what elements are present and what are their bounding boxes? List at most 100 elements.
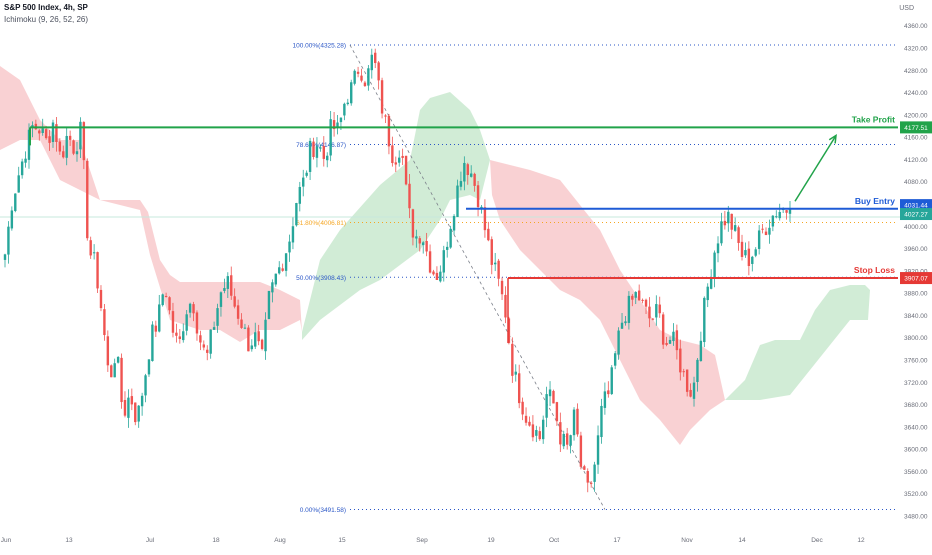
x-tick-label: 12 (857, 537, 865, 544)
candle-body (720, 221, 723, 244)
currency-label: USD (899, 5, 914, 12)
indicator-legend: Ichimoku (9, 26, 52, 26) (4, 15, 89, 24)
candle-body (250, 345, 254, 350)
candle-body (298, 186, 302, 204)
candle-body (768, 227, 771, 235)
candle-body (380, 80, 384, 114)
candle-body (562, 433, 565, 447)
take-profit-flag-bg (900, 121, 932, 134)
candle-body (603, 391, 607, 408)
x-tick-label: 15 (338, 537, 346, 544)
candle-body (696, 359, 699, 382)
y-tick-label: 4080.00 (904, 179, 928, 186)
candle-body (480, 206, 483, 209)
candle-body (483, 207, 487, 231)
candle-body (737, 227, 740, 243)
y-tick-label: 3680.00 (904, 402, 928, 409)
candle-body (655, 304, 658, 318)
candle-body (134, 402, 137, 423)
candle-body (408, 183, 411, 209)
candle-body (583, 466, 586, 470)
x-tick-label: Jul (146, 537, 155, 544)
candle-body (459, 181, 463, 187)
y-tick-label: 3800.00 (904, 335, 928, 342)
x-tick-label: Dec (811, 537, 823, 544)
candle-body (497, 260, 500, 279)
candle-body (514, 371, 517, 375)
candle-body (103, 309, 106, 336)
candle-body (439, 271, 442, 282)
x-tick-label: Sep (416, 537, 428, 544)
candle-body (68, 135, 72, 140)
price-axis: 4360.00 4320.00 4280.00 4240.00 4200.00 4160.… (904, 23, 928, 520)
candle-body (312, 141, 315, 157)
candle-body (295, 203, 298, 226)
candle-body (151, 324, 154, 362)
candle-body (446, 246, 449, 250)
candle-body (740, 241, 744, 257)
candle-body (617, 330, 620, 355)
candle-body (147, 359, 151, 375)
y-tick-label: 3960.00 (904, 246, 928, 253)
ichimoku-cloud-red (490, 160, 725, 445)
candle-body (757, 230, 761, 249)
target-arrow (794, 135, 837, 202)
candle-body (271, 282, 274, 293)
candle-body (178, 336, 182, 339)
y-tick-label: 3560.00 (904, 469, 928, 476)
candle-body (637, 290, 641, 301)
candle-body (658, 304, 661, 314)
candle-body (154, 325, 158, 332)
candle-body (62, 151, 65, 158)
candle-body (41, 128, 44, 134)
candle-body (308, 140, 312, 172)
candle-body (223, 288, 226, 291)
x-tick-label: 19 (487, 537, 495, 544)
candle-body (442, 250, 445, 273)
candle-body (329, 119, 332, 156)
y-tick-label: 3480.00 (904, 514, 928, 521)
candle-body (346, 102, 349, 105)
candle-body (65, 135, 68, 158)
candle-body (528, 421, 531, 426)
candle-body (521, 401, 524, 415)
candle-body (744, 250, 747, 256)
candle-body (627, 295, 631, 323)
candle-body (302, 177, 305, 187)
candle-body (315, 146, 319, 158)
candle-body (326, 155, 329, 161)
candle-body (202, 344, 206, 348)
x-tick-label: 17 (613, 537, 621, 544)
candle-body (747, 248, 751, 267)
candle-body (692, 382, 696, 399)
candle-body (116, 357, 120, 363)
candle-body (48, 136, 51, 143)
candle-body (206, 349, 209, 353)
candle-body (511, 343, 514, 376)
candles-group (3, 48, 792, 493)
ichimoku-cloud-green (302, 92, 490, 340)
candle-body (267, 290, 271, 320)
candle-body (182, 331, 185, 341)
candle-body (161, 294, 164, 306)
candle-body (350, 82, 353, 104)
candle-body (3, 254, 7, 260)
candle-body (452, 215, 456, 231)
candle-body (130, 396, 134, 405)
candle-body (226, 276, 230, 289)
candle-body (415, 236, 418, 239)
candle-body (195, 312, 199, 334)
candle-body (644, 299, 648, 307)
candle-body (624, 321, 627, 324)
candle-body (247, 327, 250, 352)
y-tick-label: 3920.00 (904, 268, 928, 275)
candle-body (689, 389, 692, 397)
x-tick-label: 14 (738, 537, 746, 544)
candle-body (96, 252, 99, 289)
take-profit-flag: 4177.51 (904, 125, 928, 132)
candle-body (374, 52, 377, 64)
fib-label: 100.00%(4325.28) (293, 43, 347, 50)
